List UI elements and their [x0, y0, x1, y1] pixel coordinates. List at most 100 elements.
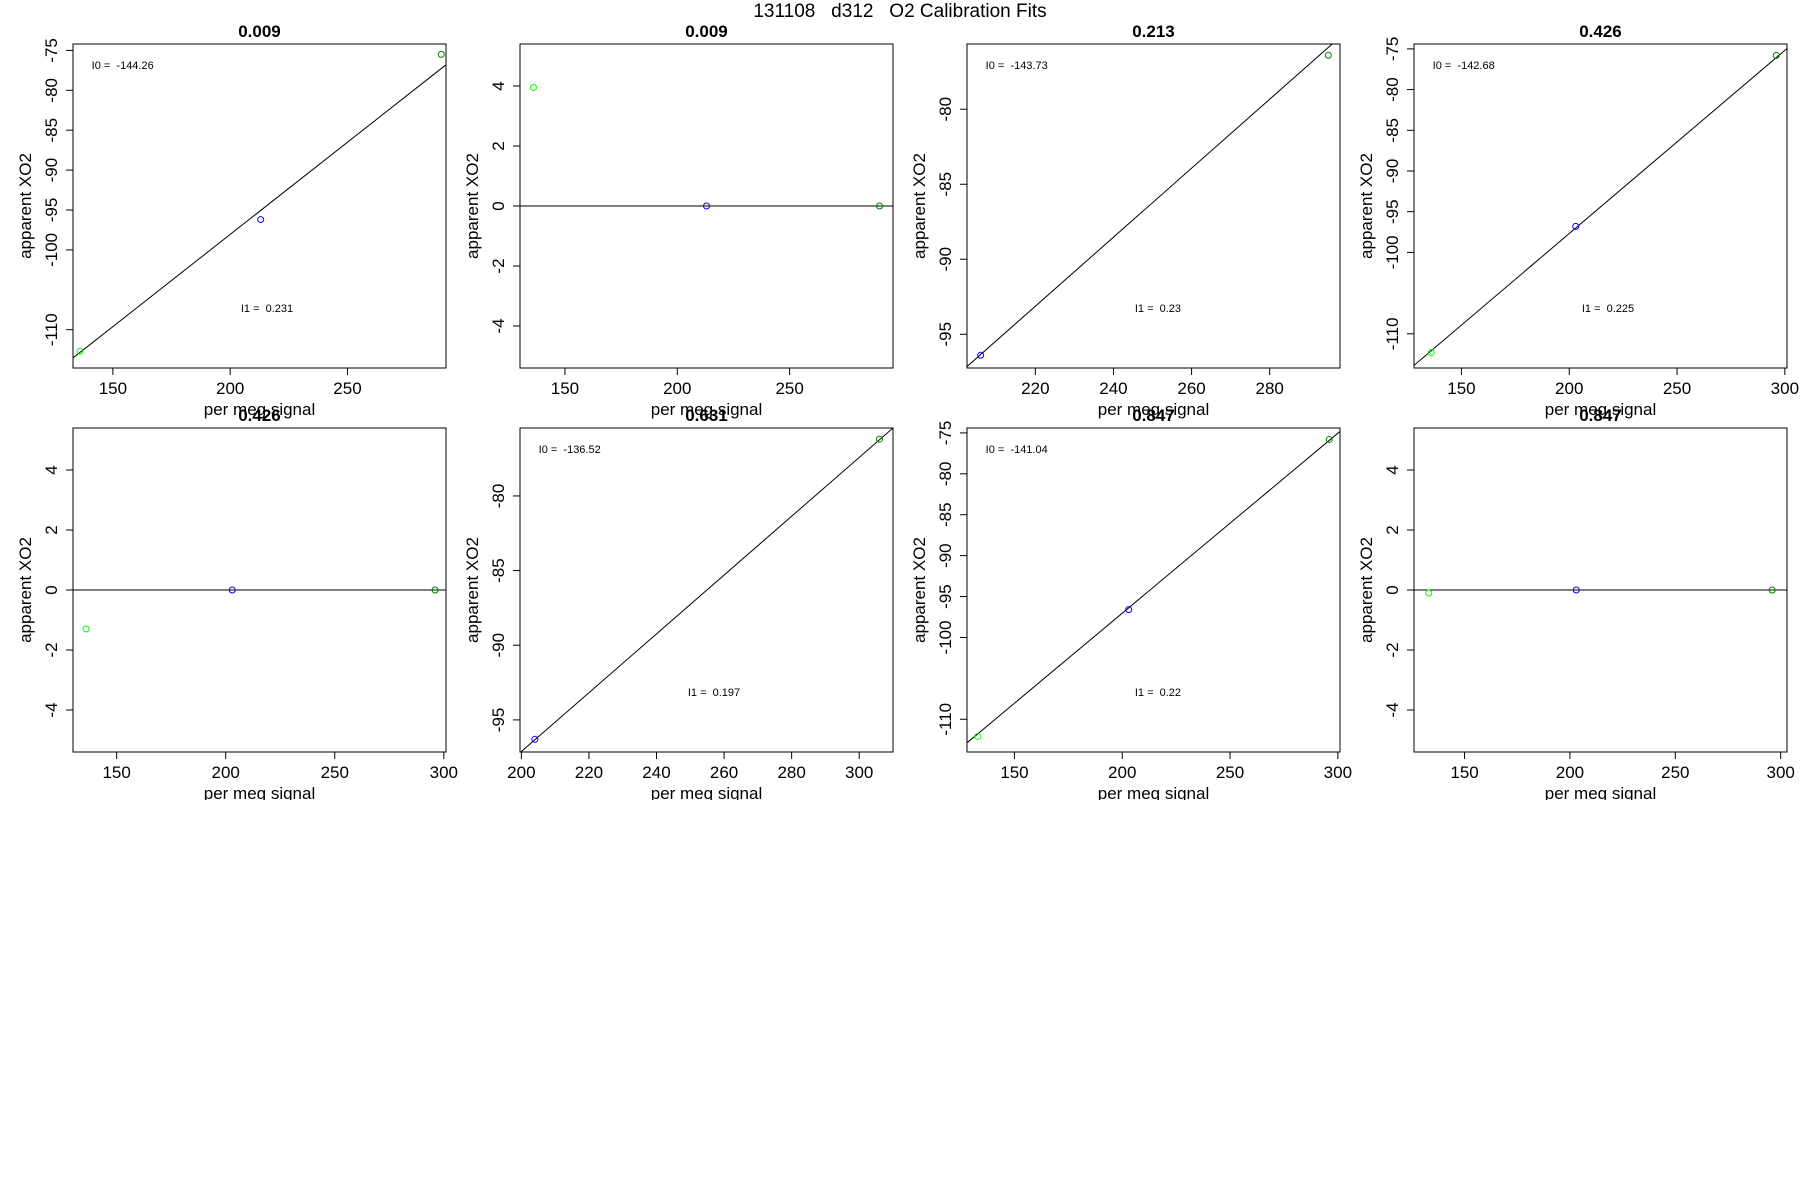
x-tick-label: 200	[1555, 379, 1583, 398]
y-tick-label: -85	[489, 558, 508, 583]
data-point	[876, 202, 884, 210]
y-tick-label: -85	[1383, 118, 1402, 143]
y-tick-label: -100	[1383, 235, 1402, 269]
slope-annotation: I1 = 0.225	[1582, 303, 1634, 315]
panel-title: 0.847	[1579, 406, 1622, 425]
x-tick-label: 200	[1108, 763, 1136, 782]
data-point	[974, 732, 982, 740]
y-tick-label: 0	[42, 585, 61, 594]
y-tick-label: -2	[489, 258, 508, 273]
y-tick-label: -90	[42, 158, 61, 183]
y-tick-label: -95	[42, 198, 61, 223]
y-tick-label: 4	[42, 465, 61, 474]
x-tick-label: 260	[710, 763, 738, 782]
panel-6: 200 220 240 260 280 300 -95 -90 -85 -80 0.631 per m…	[463, 406, 894, 800]
data-point	[1324, 51, 1332, 59]
x-tick-label: 200	[1556, 763, 1584, 782]
x-tick-label: 200	[216, 379, 244, 398]
panel-5: 150 200 250 300 -4 -2 0 2 4 0.426 per meg signal ap…	[16, 406, 458, 800]
plot-frame	[966, 427, 1341, 753]
data-point	[82, 625, 90, 633]
x-tick-label: 200	[663, 379, 691, 398]
panel-title: 0.213	[1132, 22, 1175, 41]
x-tick-label: 300	[1324, 763, 1352, 782]
x-tick-label: 200	[507, 763, 535, 782]
x-tick-label: 250	[333, 379, 361, 398]
y-tick-label: -90	[936, 247, 955, 272]
panel-title: 0.426	[1579, 22, 1622, 41]
x-axis-label: per meg signal	[204, 400, 316, 419]
y-tick-label: 4	[489, 81, 508, 90]
slope-annotation: I1 = 0.197	[688, 687, 740, 699]
x-tick-label: 300	[845, 763, 873, 782]
x-tick-label: 150	[1000, 763, 1028, 782]
data-point	[875, 435, 883, 443]
x-axis-label: per meg signal	[651, 784, 763, 800]
intercept-annotation: I0 = -144.26	[92, 60, 154, 72]
data-point	[76, 347, 84, 355]
y-tick-label: -75	[936, 421, 955, 446]
x-tick-label: 240	[1099, 379, 1127, 398]
plot-frame	[519, 427, 894, 753]
panel-title: 0.009	[685, 22, 728, 41]
slope-annotation: I1 = 0.231	[241, 303, 293, 315]
plot-frame	[72, 43, 447, 369]
y-tick-label: -95	[489, 708, 508, 733]
x-tick-label: 250	[1663, 379, 1691, 398]
x-tick-label: 300	[430, 763, 458, 782]
data-point	[257, 216, 265, 224]
data-point	[437, 50, 445, 58]
plot-frame	[966, 43, 1341, 369]
x-axis-label: per meg signal	[651, 400, 763, 419]
data-point	[531, 735, 539, 743]
panel-7: 150 200 250 300 -110 -100 -95 -90 -85 -80 -75 0.847…	[910, 406, 1352, 800]
data-point	[228, 586, 236, 594]
x-tick-label: 220	[575, 763, 603, 782]
figure-title: 131108 d312 O2 Calibration Fits	[753, 1, 1047, 22]
panel-2: 150 200 250 -4 -2 0 2 4 0.009 per meg signal appar…	[463, 22, 894, 419]
y-tick-label: -80	[42, 78, 61, 103]
y-axis-label: apparent XO2	[16, 537, 35, 643]
y-tick-label: -95	[1383, 199, 1402, 224]
panel-1: 150 200 250 -110 -100 -95 -90 -85 -80 -75 0.009 per…	[16, 22, 447, 419]
x-tick-label: 150	[551, 379, 579, 398]
y-tick-label: -4	[1383, 702, 1402, 717]
data-point	[1427, 349, 1435, 357]
data-point	[1425, 589, 1433, 597]
intercept-annotation: I0 = -142.68	[1433, 60, 1495, 72]
slope-annotation: I1 = 0.22	[1135, 687, 1181, 699]
y-axis-label: apparent XO2	[910, 537, 929, 643]
y-tick-label: -95	[936, 584, 955, 609]
x-tick-label: 300	[1771, 379, 1799, 398]
x-tick-label: 250	[775, 379, 803, 398]
y-tick-label: -80	[936, 462, 955, 487]
y-tick-label: -2	[42, 642, 61, 657]
x-tick-label: 150	[102, 763, 130, 782]
plot-frame	[1413, 43, 1788, 369]
fit-line	[967, 431, 1340, 744]
slope-annotation: I1 = 0.23	[1135, 303, 1181, 315]
x-axis-label: per meg signal	[1545, 400, 1657, 419]
y-tick-label: 4	[1383, 465, 1402, 474]
y-tick-label: 2	[489, 141, 508, 150]
y-tick-label: -110	[42, 313, 61, 346]
x-tick-label: 150	[1450, 763, 1478, 782]
y-tick-label: -100	[42, 233, 61, 267]
x-tick-label: 250	[1661, 763, 1689, 782]
fit-line	[967, 44, 1333, 367]
panel-title: 0.631	[685, 406, 728, 425]
panel-3: 220 240 260 280 -95 -90 -85 -80 0.213 per meg sig…	[910, 22, 1341, 419]
y-tick-label: -110	[936, 703, 955, 736]
x-axis-label: per meg signal	[1098, 400, 1210, 419]
x-tick-label: 250	[1216, 763, 1244, 782]
intercept-annotation: I0 = -136.52	[539, 444, 601, 456]
y-tick-label: -85	[42, 118, 61, 143]
intercept-annotation: I0 = -143.73	[986, 60, 1048, 72]
y-tick-label: -80	[1383, 77, 1402, 102]
y-tick-label: -90	[489, 633, 508, 658]
y-tick-label: 0	[489, 201, 508, 210]
x-tick-label: 300	[1766, 763, 1794, 782]
x-axis-label: per meg signal	[1545, 784, 1657, 800]
intercept-annotation: I0 = -141.04	[986, 444, 1048, 456]
y-axis-label: apparent XO2	[16, 153, 35, 259]
